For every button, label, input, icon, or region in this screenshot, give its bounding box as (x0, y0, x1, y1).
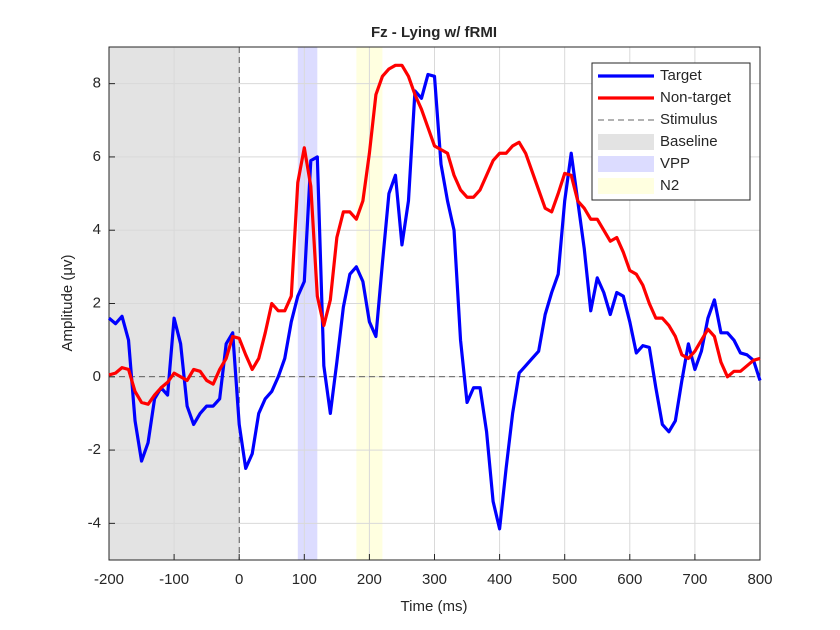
series-line (107, 72, 762, 531)
legend-box (591, 62, 751, 201)
x-tick-label: 0 (235, 571, 243, 588)
legend-swatch (598, 178, 654, 194)
y-tick-label: 2 (93, 294, 101, 311)
legend-label: Baseline (660, 133, 718, 150)
series-line (108, 63, 761, 406)
x-tick-label: 500 (552, 571, 577, 588)
legend-label: VPP (660, 155, 690, 172)
chart-title: Fz - Lying w/ fRMI (371, 24, 497, 41)
y-tick-label: 6 (93, 148, 101, 165)
x-tick-label: 600 (617, 571, 642, 588)
x-tick-label: -100 (159, 571, 189, 588)
legend-label: Stimulus (660, 111, 718, 128)
y-tick-label: 8 (93, 75, 101, 92)
plot-area: -200 -100 0 100 200 300 400 500 600 700 800 -4 -2 0 2 4… (88, 46, 773, 588)
y-axis-label: Amplitude (μv) (59, 254, 76, 351)
x-tick-label: 400 (487, 571, 512, 588)
legend-swatch (598, 156, 654, 172)
x-tick-label: 100 (292, 571, 317, 588)
legend-label: Target (660, 67, 703, 84)
x-tick-label: -200 (94, 571, 124, 588)
legend: Target Non-target Stimulus Baseline VPP N2 (591, 62, 751, 201)
x-tick-label: 200 (357, 571, 382, 588)
legend-label: N2 (660, 177, 679, 194)
legend-swatch (598, 134, 654, 150)
x-tick-label: 800 (747, 571, 772, 588)
legend-label: Non-target (660, 89, 732, 106)
y-tick-label: 4 (93, 221, 101, 238)
x-tick-label: 300 (422, 571, 447, 588)
x-axis-label: Time (ms) (401, 598, 468, 615)
x-tick-label: 700 (682, 571, 707, 588)
y-tick-label: -4 (88, 514, 101, 531)
y-tick-label: 0 (93, 368, 101, 385)
y-tick-label: -2 (88, 441, 101, 458)
